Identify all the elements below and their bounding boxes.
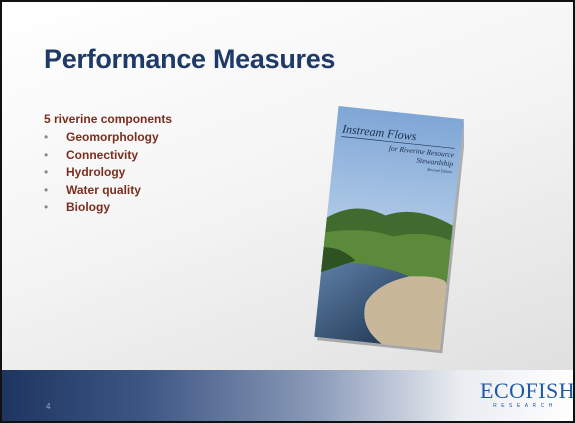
logo-text: ECOFISH — [480, 379, 570, 403]
slide: Performance Measures 5 riverine componen… — [0, 0, 575, 423]
bullet-item: Water quality — [44, 182, 159, 200]
logo: ECOFISH RESEARCH — [480, 379, 570, 409]
page-number: 4 — [46, 402, 50, 411]
bullet-item: Connectivity — [44, 147, 159, 165]
subtitle: 5 riverine components — [44, 112, 172, 126]
bullet-item: Geomorphology — [44, 129, 159, 147]
book-cover: Instream Flows for Riverine Resource Ste… — [314, 104, 464, 354]
bullet-item: Biology — [44, 199, 159, 217]
bullet-list: GeomorphologyConnectivityHydrologyWater … — [44, 129, 159, 217]
bullet-item: Hydrology — [44, 164, 159, 182]
slide-title: Performance Measures — [44, 44, 335, 75]
logo-subtext: RESEARCH — [480, 403, 570, 409]
